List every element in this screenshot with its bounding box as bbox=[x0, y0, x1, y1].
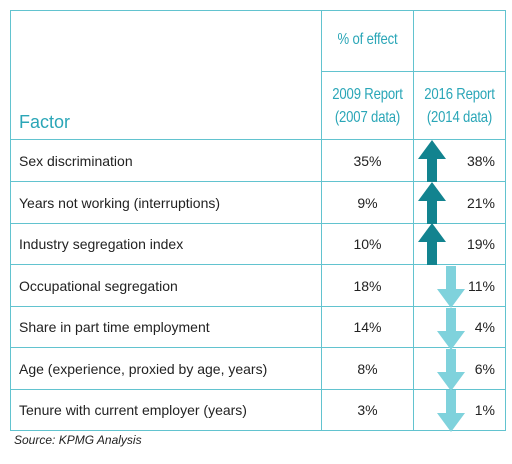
value-2016: 11% bbox=[468, 277, 495, 294]
value-2009: 9% bbox=[357, 194, 378, 211]
trend-down-arrow-shape bbox=[437, 390, 465, 432]
trend-up-arrow-shape bbox=[418, 223, 446, 265]
factor-cell: Tenure with current employer (years) bbox=[10, 389, 322, 431]
value-2009-cell: 35% bbox=[321, 139, 414, 182]
factor-cell: Industry segregation index bbox=[10, 223, 322, 265]
factor-label: Sex discrimination bbox=[19, 152, 133, 169]
col-2009-header-cell: 2009 Report (2007 data) bbox=[321, 71, 414, 140]
value-2016: 4% bbox=[474, 319, 495, 335]
factor-label: Industry segregation index bbox=[19, 236, 184, 252]
col-2009-title: 2009 Report bbox=[332, 86, 403, 103]
value-2016: 19% bbox=[466, 236, 495, 252]
value-2009-cell: 3% bbox=[321, 389, 414, 431]
value-2009: 35% bbox=[353, 152, 382, 169]
trend-down-arrow-shape bbox=[437, 349, 465, 391]
value-2016: 38% bbox=[466, 152, 495, 169]
value-2009-cell: 9% bbox=[321, 181, 414, 224]
factor-header: Factor bbox=[19, 112, 71, 132]
factor-label: Tenure with current employer (years) bbox=[19, 402, 247, 418]
factor-cell: Years not working (interruptions) bbox=[10, 181, 322, 224]
trend-up-arrow-shape bbox=[418, 140, 446, 182]
trend-up-arrow-icon bbox=[418, 223, 446, 265]
value-2009-cell: 8% bbox=[321, 347, 414, 390]
col-2016-header-cell: 2016 Report (2014 data) bbox=[413, 71, 506, 140]
factor-label: Age (experience, proxied by age, years) bbox=[19, 360, 268, 377]
factor-cell: Age (experience, proxied by age, years) bbox=[10, 347, 322, 390]
factor-header-cell: Factor bbox=[10, 10, 322, 140]
factor-label: Share in part time employment bbox=[19, 319, 210, 335]
header-empty-cell bbox=[413, 10, 506, 72]
factor-label: Occupational segregation bbox=[19, 277, 178, 294]
value-2016-cell: 1% bbox=[413, 389, 506, 431]
value-2009-cell: 10% bbox=[321, 223, 414, 265]
trend-down-arrow-icon bbox=[437, 266, 465, 308]
value-2009: 18% bbox=[353, 277, 382, 294]
trend-up-arrow-shape bbox=[418, 182, 446, 224]
trend-down-arrow-icon bbox=[437, 349, 465, 391]
pct-effect-header: % of effect bbox=[337, 31, 398, 48]
value-2016: 21% bbox=[466, 194, 495, 211]
value-2009-cell: 14% bbox=[321, 306, 414, 348]
value-2009: 14% bbox=[353, 319, 382, 335]
factor-cell: Sex discrimination bbox=[10, 139, 322, 182]
value-2016: 6% bbox=[474, 360, 495, 377]
value-2009: 8% bbox=[357, 360, 378, 377]
value-2009: 3% bbox=[357, 402, 378, 418]
trend-down-arrow-shape bbox=[437, 266, 465, 308]
value-2009: 10% bbox=[353, 236, 382, 252]
col-2016-title: 2016 Report bbox=[424, 86, 495, 103]
col-2016-subtitle: (2014 data) bbox=[426, 109, 493, 126]
factor-cell: Share in part time employment bbox=[10, 306, 322, 348]
trend-up-arrow-icon bbox=[418, 182, 446, 224]
factor-cell: Occupational segregation bbox=[10, 264, 322, 307]
col-2009-subtitle: (2007 data) bbox=[334, 109, 401, 126]
source-note: Source: KPMG Analysis bbox=[14, 433, 142, 447]
value-2016: 1% bbox=[474, 402, 495, 418]
trend-down-arrow-shape bbox=[437, 308, 465, 350]
trend-down-arrow-icon bbox=[437, 390, 465, 432]
value-2009-cell: 18% bbox=[321, 264, 414, 307]
pct-effect-header-cell: % of effect bbox=[321, 10, 414, 72]
trend-down-arrow-icon bbox=[437, 308, 465, 350]
trend-up-arrow-icon bbox=[418, 140, 446, 182]
factor-label: Years not working (interruptions) bbox=[19, 194, 221, 211]
